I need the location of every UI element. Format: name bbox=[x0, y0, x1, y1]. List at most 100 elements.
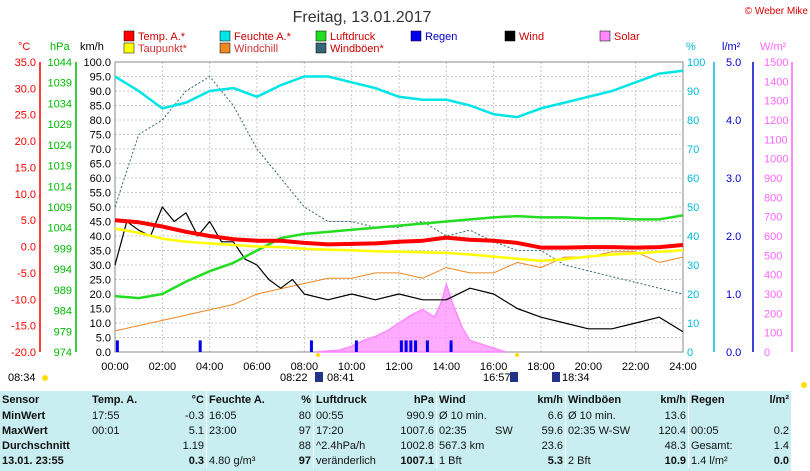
y-tick-label: 70.0 bbox=[90, 144, 111, 156]
series-wind bbox=[114, 206, 684, 333]
series-temp-a bbox=[114, 218, 684, 250]
y-tick-label: 1.0 bbox=[726, 289, 741, 301]
legend-label: Solar bbox=[614, 31, 640, 43]
rain-bar bbox=[414, 340, 418, 352]
rain-bar bbox=[354, 340, 358, 352]
y-tick-label: 25.0 bbox=[90, 275, 111, 287]
y-tick-label: 35.0 bbox=[15, 57, 36, 69]
series-solar bbox=[316, 281, 506, 353]
y-tick-label: 994 bbox=[54, 264, 72, 276]
x-tick-label: 22:00 bbox=[622, 361, 650, 373]
stats-cell: 2 Bft bbox=[565, 453, 644, 468]
stats-cell: 5.3 bbox=[547, 454, 563, 467]
y-tick-label: 40 bbox=[687, 231, 699, 243]
stats-cell: 17:55 bbox=[92, 409, 120, 422]
series-feuchte-a bbox=[114, 69, 684, 119]
sunset-icon bbox=[515, 353, 519, 357]
x-tick-label: 14:00 bbox=[433, 361, 461, 373]
stats-cell: 10.9 bbox=[664, 454, 686, 467]
stats-cell: Ø 10 min. bbox=[565, 408, 644, 423]
y-tick-label: 60 bbox=[687, 173, 699, 185]
y-tick-label: 75.0 bbox=[90, 130, 111, 142]
stats-cell: 4.80 g/m³ bbox=[206, 453, 271, 468]
sunrise-icon bbox=[316, 353, 320, 357]
stats-cell: -0.3 bbox=[185, 409, 204, 422]
y-tick-label: 5.0 bbox=[21, 215, 36, 227]
sun-icon bbox=[42, 375, 48, 381]
axis-unit: W/m² bbox=[760, 41, 787, 53]
y-tick-label: 10.0 bbox=[15, 189, 36, 201]
legend-label: Windchill bbox=[234, 43, 278, 55]
axes: °C hPa km/h% l/m² W/m² -20.0 -15.0 -10.0 -5.0 0.0… bbox=[11, 41, 793, 373]
event-label: 16:57 bbox=[483, 372, 511, 384]
stats-header: l/m² bbox=[769, 393, 789, 406]
stats-header: km/h bbox=[660, 393, 686, 406]
stats-cell: 1002.8 bbox=[400, 439, 434, 452]
y-tick-label: 60.0 bbox=[90, 173, 111, 185]
stats-cell bbox=[493, 408, 521, 423]
stats-cell: 97 bbox=[298, 424, 311, 437]
stats-cell: Gesamt: bbox=[688, 438, 749, 453]
y-tick-label: 400 bbox=[764, 270, 782, 282]
x-tick-label: 16:00 bbox=[480, 361, 508, 373]
stats-cell: 02:35 bbox=[436, 423, 493, 438]
stats-cell: MaxWert bbox=[2, 424, 48, 437]
stats-cell: SW bbox=[495, 424, 513, 437]
y-tick-label: 0 bbox=[687, 347, 693, 359]
y-tick-label: 984 bbox=[54, 306, 72, 318]
stats-cell bbox=[749, 408, 791, 423]
stats-cell: 120.4 bbox=[658, 424, 686, 437]
y-tick-label: -20.0 bbox=[11, 347, 36, 359]
legend-label: Regen bbox=[425, 31, 457, 43]
y-tick-label: 65.0 bbox=[90, 159, 111, 171]
y-tick-label: 2.0 bbox=[726, 231, 741, 243]
y-tick-label: 1200 bbox=[764, 115, 788, 127]
stats-cell: 16:05 bbox=[206, 408, 271, 423]
y-tick-label: 5.0 bbox=[726, 57, 741, 69]
y-tick-label: 1500 bbox=[764, 57, 788, 69]
event-label: 08:34 bbox=[8, 372, 36, 384]
y-tick-label: 974 bbox=[54, 347, 72, 359]
y-tick-label: 100.0 bbox=[83, 57, 111, 69]
y-tick-label: 50.0 bbox=[90, 202, 111, 214]
y-tick-label: 90 bbox=[687, 86, 699, 98]
stats-cell: 567.3 km bbox=[436, 438, 493, 453]
stats-cell bbox=[688, 408, 749, 423]
y-tick-label: 1044 bbox=[48, 57, 72, 69]
y-tick-label: 55.0 bbox=[90, 188, 111, 200]
y-tick-label: 1004 bbox=[48, 223, 72, 235]
y-tick-label: 4.0 bbox=[726, 115, 741, 127]
event-label: 08:41 bbox=[327, 372, 355, 384]
stats-header: Sensor bbox=[2, 393, 40, 406]
moon-icon bbox=[510, 372, 518, 382]
x-tick-label: 00:00 bbox=[101, 361, 129, 373]
y-tick-label: 800 bbox=[764, 192, 782, 204]
y-tick-label: 300 bbox=[764, 289, 782, 301]
stats-header: hPa bbox=[413, 393, 434, 406]
stats-cell bbox=[206, 438, 271, 453]
stats-cell: 0.3 bbox=[188, 454, 204, 467]
stats-spacer bbox=[493, 391, 521, 408]
y-tick-label: 0.0 bbox=[21, 242, 36, 254]
stats-header-row: Sensor Temp. A. °C Feuchte A. % Luftdruc… bbox=[0, 391, 791, 408]
y-tick-label: 80 bbox=[687, 115, 699, 127]
y-tick-label: 100 bbox=[687, 57, 705, 69]
y-tick-label: 1024 bbox=[48, 140, 72, 152]
stats-row: MaxWert 00:01 5.1 23:00 97 17:20 1007.6 02:35 SW… bbox=[0, 423, 791, 438]
stats-row: Durchschnitt 1.19 88 ^2.4hPa/h 1002.8 567.3 k… bbox=[0, 438, 791, 453]
stats-cell: Ø 10 min. bbox=[436, 408, 493, 423]
stats-cell: 97 bbox=[298, 454, 311, 467]
stats-header: Feuchte A. bbox=[206, 391, 271, 408]
y-tick-label: 1029 bbox=[48, 119, 72, 131]
stats-row: MinWert 17:55 -0.3 16:05 80 00:55 990.9 Ø 10 mi… bbox=[0, 408, 791, 423]
stats-header: Temp. A. bbox=[92, 393, 138, 406]
copyright: © Weber Mike bbox=[745, 6, 809, 17]
stats-header: Luftdruck bbox=[313, 391, 392, 408]
legend-swatch bbox=[123, 30, 135, 42]
y-tick-label: 1400 bbox=[764, 76, 788, 88]
y-tick-label: 5.0 bbox=[96, 333, 111, 345]
y-tick-label: 80.0 bbox=[90, 115, 111, 127]
stats-cell bbox=[493, 438, 521, 453]
y-tick-label: 3.0 bbox=[726, 173, 741, 185]
y-tick-label: 70 bbox=[687, 144, 699, 156]
